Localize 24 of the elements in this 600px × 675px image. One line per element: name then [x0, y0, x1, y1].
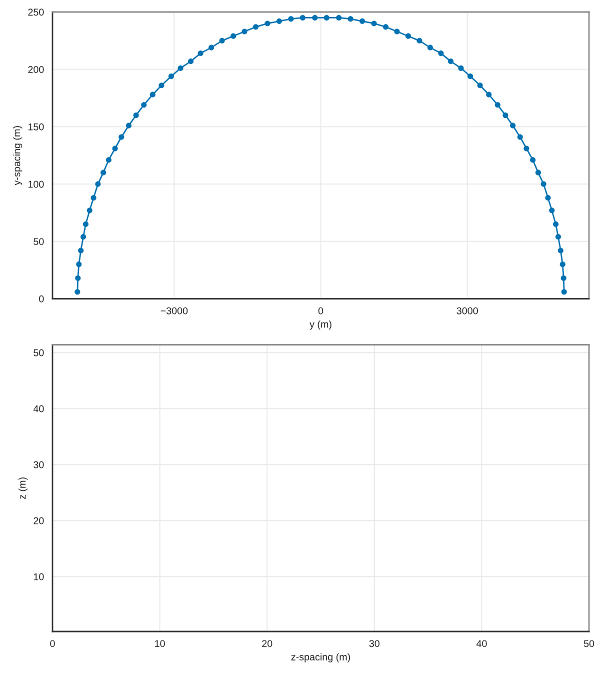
x-tick-label: 10 — [155, 640, 165, 648]
y-tick-label: 40 — [33, 405, 44, 412]
x-tick-label: 3000 — [456, 307, 478, 314]
y-tick-label: 150 — [28, 123, 44, 130]
x-axis-title: y (m) — [310, 320, 332, 330]
y-tick-label: 20 — [34, 517, 44, 524]
y-tick-label: 30 — [34, 461, 44, 468]
y-axis-title: z (m) — [18, 478, 28, 499]
y-tick-label: 100 — [28, 180, 44, 188]
x-tick-label: 0 — [50, 640, 55, 648]
x-tick-label: 30 — [369, 640, 380, 648]
x-tick-label: −3000 — [160, 307, 188, 314]
y-tick-label: 50 — [34, 349, 44, 356]
x-tick-label: 0 — [318, 307, 324, 314]
x-tick-label: 20 — [262, 640, 272, 648]
y-tick-label: 50 — [34, 238, 44, 246]
y-tick-label: 250 — [28, 8, 44, 16]
x-tick-label: 50 — [584, 640, 594, 648]
y-tick-label: 0 — [39, 295, 44, 302]
y-tick-label: 200 — [28, 66, 44, 74]
y-tick-label: 10 — [34, 573, 44, 580]
y-axis-title: y-spacing (m) — [12, 126, 22, 186]
x-axis-title: z-spacing (m) — [291, 653, 350, 662]
x-tick-label: 40 — [476, 640, 487, 648]
